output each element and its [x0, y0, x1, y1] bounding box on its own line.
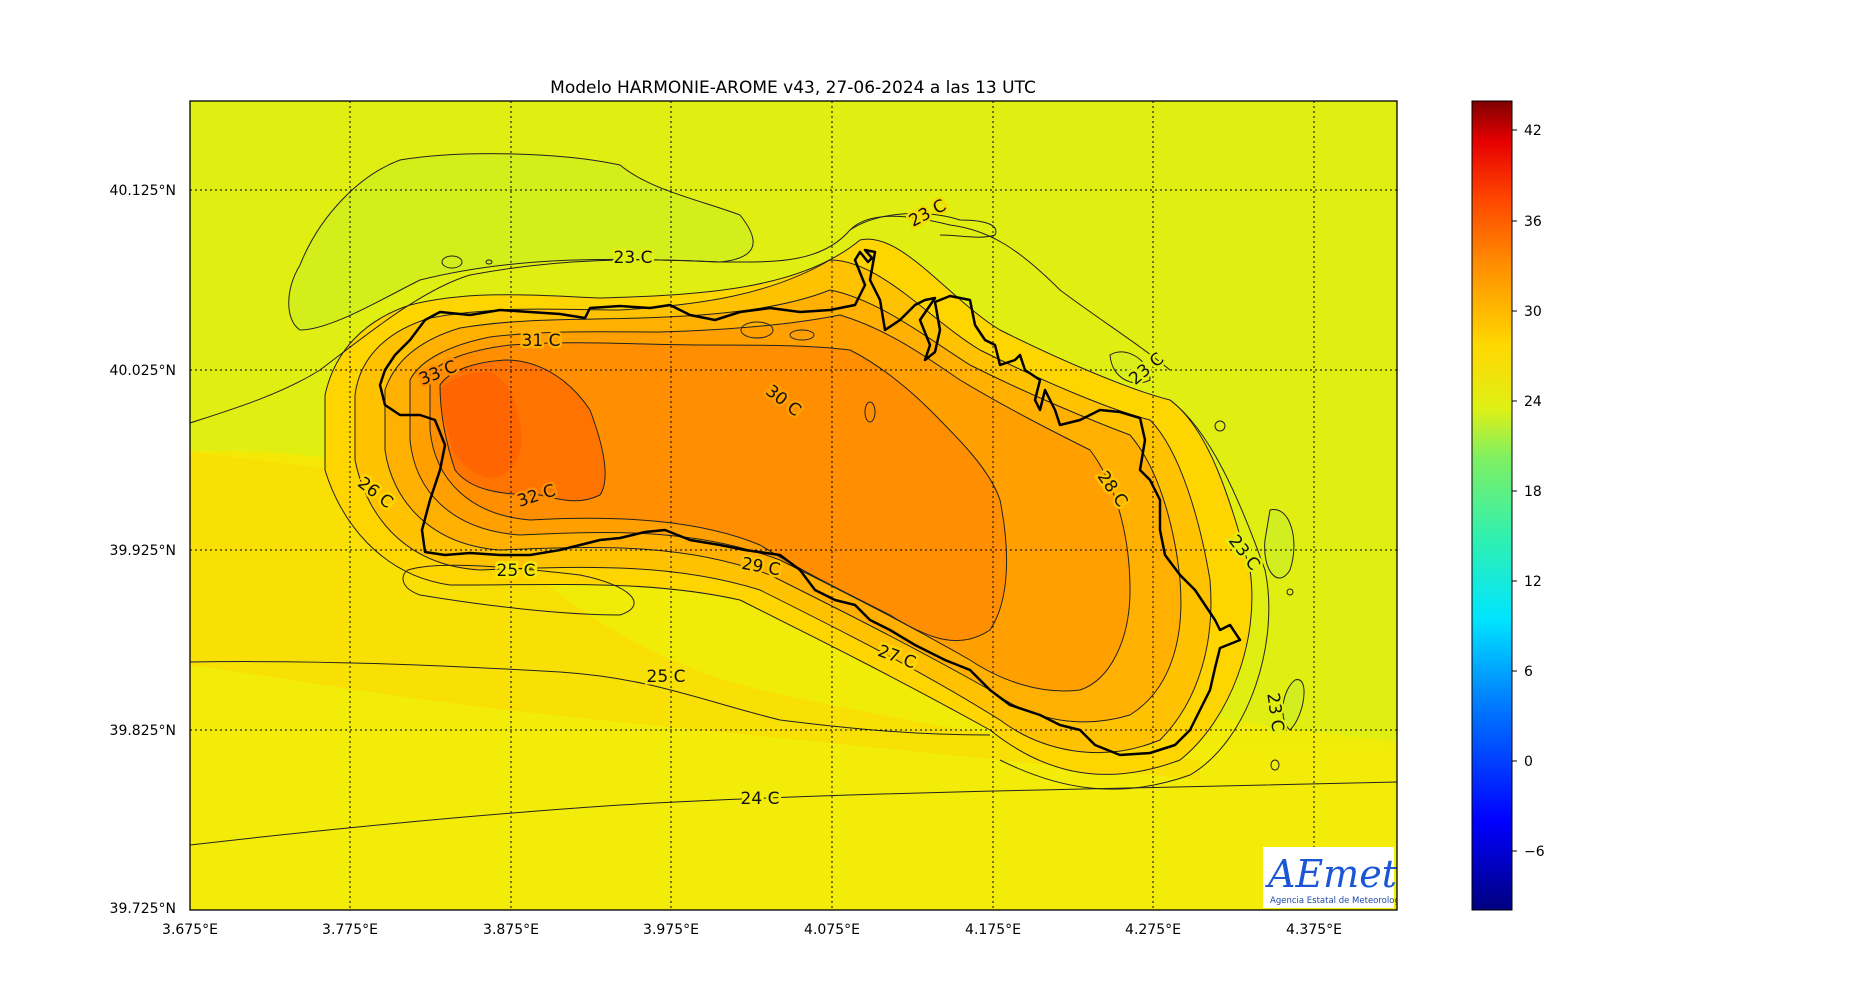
x-tick-label: 3.875°E: [483, 922, 539, 938]
x-tick-label: 3.775°E: [322, 922, 378, 938]
contour-label: 25 C: [497, 561, 536, 581]
contour-label: 25 C: [647, 667, 686, 687]
y-tick-label: 40.125°N: [110, 183, 176, 199]
contour-label: 23 C: [614, 248, 653, 268]
island-coastline: [378, 248, 1242, 757]
x-tick-label: 4.275°E: [1125, 922, 1181, 938]
x-tick-label: 4.075°E: [804, 922, 860, 938]
x-axis: 3.675°E 3.775°E 3.875°E 3.975°E 4.075°E …: [162, 922, 1342, 938]
contour-label: 31 C: [522, 331, 561, 351]
y-tick-label: 39.725°N: [110, 901, 176, 917]
colorbar-tick-label: −6: [1524, 844, 1545, 860]
x-tick-label: 4.175°E: [965, 922, 1021, 938]
colorbar-tick-label: 24: [1524, 394, 1542, 410]
logo-subtitle: Agencia Estatal de Meteorología: [1270, 896, 1407, 906]
y-axis: 40.125°N 40.025°N 39.925°N 39.825°N 39.7…: [110, 183, 176, 917]
contour-label: 24 C: [741, 789, 780, 809]
colorbar-tick-label: 18: [1524, 484, 1542, 500]
graticule: [190, 101, 1397, 910]
y-tick-label: 39.825°N: [110, 723, 176, 739]
logo-text: AEmet: [1265, 852, 1398, 896]
colorbar-tick-label: 36: [1524, 214, 1542, 230]
colorbar-gradient: [1471, 100, 1513, 911]
colorbar: 42 36 30 24 18 12 6 0 −6: [1471, 100, 1545, 911]
temperature-field: 23 C 23 C 31 C 33 C 30 C 23 C 28 C 26 C …: [190, 101, 1407, 910]
x-tick-label: 3.675°E: [162, 922, 218, 938]
contour-lines: [190, 153, 1397, 846]
y-tick-label: 40.025°N: [110, 363, 176, 379]
map-frame: [189, 100, 1398, 911]
x-tick-label: 4.375°E: [1286, 922, 1342, 938]
y-tick-label: 39.925°N: [110, 543, 176, 559]
map-title: Modelo HARMONIE-AROME v43, 27-06-2024 a …: [550, 78, 1036, 98]
colorbar-tick-label: 6: [1524, 664, 1533, 680]
aemet-logo: AEmet Agencia Estatal de Meteorología: [1263, 847, 1407, 908]
colorbar-tick-label: 0: [1524, 754, 1533, 770]
colorbar-tick-label: 42: [1524, 123, 1542, 139]
colorbar-tick-label: 30: [1524, 304, 1542, 320]
colorbar-tick-label: 12: [1524, 574, 1542, 590]
x-tick-label: 3.975°E: [643, 922, 699, 938]
